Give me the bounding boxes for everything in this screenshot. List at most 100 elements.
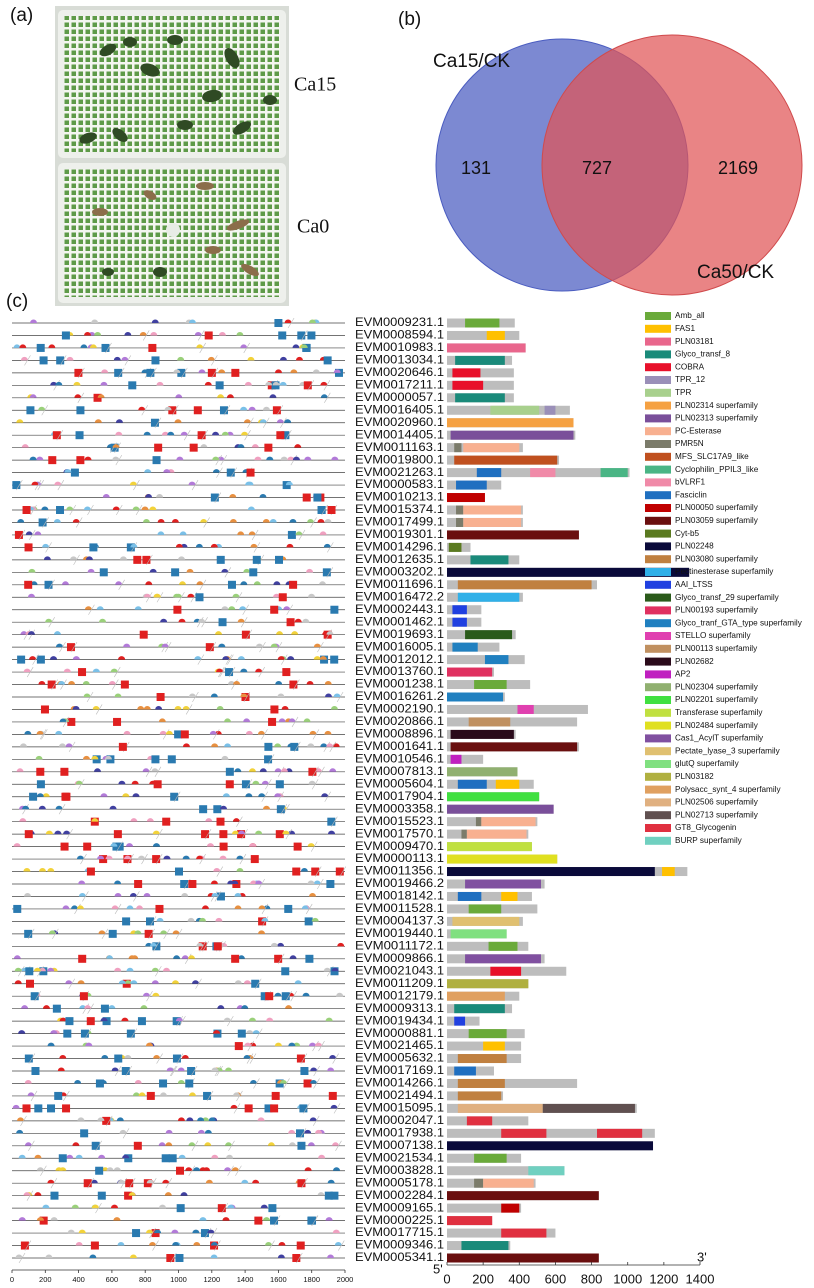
element-glyph: [262, 781, 269, 784]
domain: [485, 655, 508, 664]
element-glyph: [306, 569, 313, 573]
element-glyph: [278, 331, 286, 339]
domain: [447, 418, 574, 427]
element-glyph: [94, 768, 101, 771]
domain: [456, 518, 463, 527]
element-glyph: [275, 1043, 282, 1047]
legend-label: PLN02304 superfamily: [675, 682, 759, 691]
element-glyph: [159, 718, 166, 722]
element-glyph: [182, 1055, 189, 1058]
element-glyph: [89, 543, 97, 551]
legend-swatch: [645, 542, 671, 550]
element-glyph: [101, 1005, 109, 1013]
element-glyph: [21, 1005, 28, 1008]
element-glyph: [196, 544, 203, 548]
element-glyph: [115, 893, 122, 896]
element-glyph: [211, 694, 218, 697]
element-glyph: [292, 344, 299, 348]
element-glyph: [279, 593, 287, 601]
element-glyph: [148, 344, 156, 352]
element-glyph: [162, 1180, 169, 1184]
element-glyph: [112, 1068, 119, 1072]
domain: [501, 1129, 546, 1138]
domain: [463, 518, 521, 527]
element-glyph: [259, 494, 266, 497]
element-glyph: [217, 1005, 224, 1008]
element-glyph: [264, 743, 272, 751]
element-glyph: [224, 718, 231, 722]
legend-label: PLN02313 superfamily: [675, 414, 759, 423]
element-glyph: [327, 1068, 334, 1072]
element-glyph: [305, 917, 313, 925]
element-glyph: [334, 694, 341, 697]
domain: [458, 892, 481, 901]
legend-swatch: [645, 453, 671, 461]
element-glyph: [304, 718, 311, 722]
element-glyph: [99, 619, 106, 623]
element-glyph: [278, 1255, 285, 1259]
element-glyph: [151, 755, 159, 763]
element-glyph: [124, 1055, 131, 1058]
element-glyph: [174, 706, 181, 710]
element-glyph: [215, 631, 222, 635]
tray-label: Ca0: [297, 216, 329, 238]
element-glyph: [19, 344, 26, 348]
legend-swatch: [645, 709, 671, 717]
element-glyph: [178, 619, 185, 623]
element-glyph: [310, 1117, 317, 1120]
element-glyph: [247, 357, 254, 361]
legend-swatch: [645, 350, 671, 358]
domain: [447, 493, 485, 502]
element-glyph: [39, 868, 46, 871]
element-glyph: [127, 968, 134, 972]
domain: [490, 406, 539, 415]
element-glyph: [47, 1180, 54, 1184]
element-glyph: [187, 594, 194, 597]
element-glyph: [221, 606, 228, 609]
element-glyph: [14, 843, 21, 847]
legend-swatch: [645, 568, 671, 576]
element-glyph: [296, 357, 303, 361]
element-glyph: [145, 581, 152, 584]
element-glyph: [76, 1242, 83, 1246]
element-glyph: [202, 905, 209, 909]
legend-swatch: [645, 402, 671, 410]
element-glyph: [89, 1255, 96, 1259]
venn-count: 131: [461, 158, 491, 178]
domain: [469, 717, 511, 726]
element-glyph: [17, 519, 24, 523]
element-glyph: [123, 644, 130, 648]
domain: [501, 892, 517, 901]
element-glyph: [114, 357, 121, 361]
element-glyph: [13, 905, 21, 913]
element-glyph: [85, 606, 92, 609]
element-glyph: [18, 1030, 25, 1033]
domain: [447, 530, 579, 539]
element-glyph: [268, 1142, 275, 1146]
element-glyph: [63, 831, 70, 834]
element-glyph: [115, 432, 122, 436]
element-glyph: [182, 955, 189, 958]
element-glyph: [117, 1242, 124, 1246]
x-tick-label: 1200: [649, 1271, 678, 1286]
element-glyph: [48, 456, 56, 464]
element-glyph: [66, 357, 73, 361]
element-glyph: [94, 332, 101, 336]
element-glyph: [152, 968, 159, 972]
element-glyph: [241, 432, 248, 436]
element-glyph: [226, 768, 234, 776]
element-glyph: [70, 556, 77, 560]
element-glyph: [24, 581, 32, 589]
legend-swatch: [645, 427, 671, 435]
element-glyph: [28, 1092, 35, 1096]
element-glyph: [294, 444, 301, 448]
element-glyph: [155, 905, 163, 913]
element-glyph: [114, 830, 122, 838]
element-glyph: [66, 1155, 73, 1159]
element-glyph: [48, 1043, 55, 1047]
element-glyph: [143, 519, 150, 523]
element-glyph: [80, 1129, 88, 1137]
domain: [469, 904, 502, 913]
legend-swatch: [645, 478, 671, 486]
element-glyph: [114, 968, 121, 972]
